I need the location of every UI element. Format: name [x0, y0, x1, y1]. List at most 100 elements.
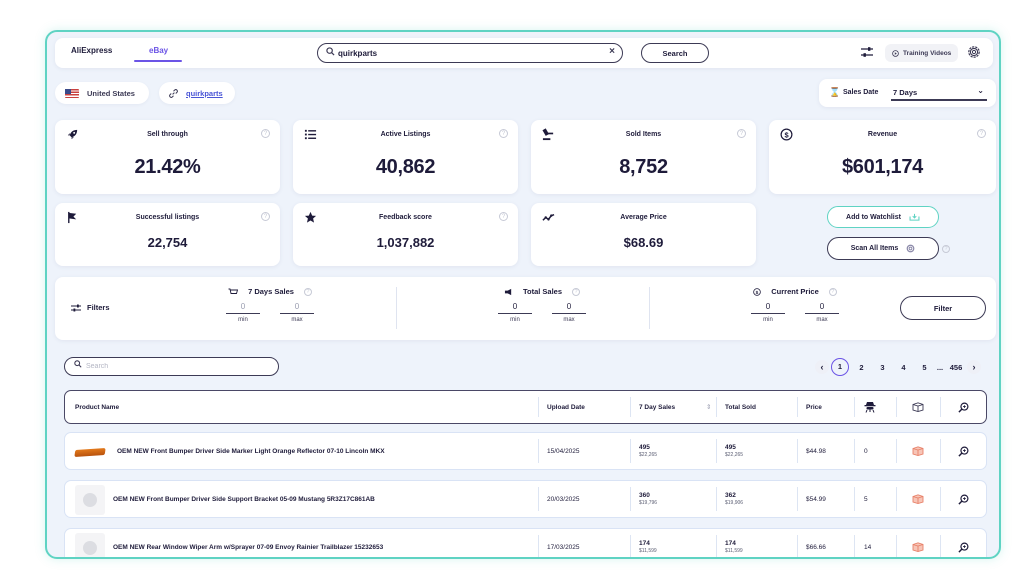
sales-date-select[interactable]: 7 Days ⌄	[891, 84, 987, 101]
table-row[interactable]: OEM NEW Front Bumper Driver Side Support…	[64, 480, 987, 518]
page-4[interactable]: 4	[901, 362, 906, 372]
divider	[538, 397, 539, 417]
country-label: United States	[87, 88, 135, 98]
box-icon[interactable]	[912, 391, 924, 423]
upload-date: 15/04/2025	[547, 447, 580, 455]
sales-revenue: $11,599	[639, 548, 657, 554]
max-value: 0	[280, 302, 314, 314]
filter-title: 7 Days Sales	[248, 287, 294, 296]
col-product-name[interactable]: Product Name	[75, 403, 120, 411]
min-input[interactable]: 0 min	[751, 302, 785, 323]
box-icon[interactable]	[912, 529, 924, 557]
tab-ebay[interactable]: eBay	[149, 46, 169, 55]
training-videos-button[interactable]: Training Videos	[885, 44, 959, 62]
help-icon[interactable]: ?	[942, 245, 950, 253]
total-sold: 174 $11,599	[725, 529, 743, 557]
divider	[630, 397, 631, 417]
zoom-icon[interactable]	[958, 481, 969, 517]
stat-value: 8,752	[619, 156, 668, 178]
hourglass-icon: ⌛	[829, 87, 841, 97]
col-price[interactable]: Price	[806, 403, 822, 411]
pagination-ellipsis: ...	[936, 362, 944, 372]
page-1[interactable]: 1	[831, 358, 849, 376]
search-button[interactable]: Search	[641, 43, 709, 63]
min-input[interactable]: 0 min	[226, 302, 260, 323]
help-icon[interactable]: ?	[977, 129, 986, 138]
divider	[896, 397, 897, 417]
table-row[interactable]: OEM NEW Front Bumper Driver Side Marker …	[64, 432, 987, 470]
help-icon[interactable]: ?	[572, 287, 581, 296]
flag-icon	[68, 211, 77, 224]
max-input[interactable]: 0 max	[805, 302, 839, 323]
gear-icon[interactable]	[967, 45, 981, 59]
stat-value: 21.42%	[134, 156, 201, 178]
help-icon[interactable]: ?	[499, 212, 508, 221]
stat-sold-items: Sold Items ? 8,752	[531, 120, 756, 194]
table-row[interactable]: OEM NEW Rear Window Wiper Arm w/Sprayer …	[64, 528, 987, 557]
divider	[940, 487, 941, 511]
scan-icon	[906, 244, 915, 253]
box-icon[interactable]	[912, 433, 924, 469]
sliders-icon[interactable]	[860, 46, 874, 58]
stat-value: 1,037,882	[376, 235, 435, 250]
total-count: 362	[725, 492, 736, 499]
min-label: min	[238, 317, 248, 323]
max-input[interactable]: 0 max	[552, 302, 586, 323]
min-input[interactable]: 0 min	[498, 302, 532, 323]
filter-7-days-sales: 7 Days Sales ? 0 min 0 max	[180, 287, 360, 323]
price: $54.99	[806, 495, 826, 503]
zoom-icon[interactable]	[958, 529, 969, 557]
stat-value: $601,174	[841, 156, 924, 178]
help-icon[interactable]: ?	[499, 129, 508, 138]
min-value: 0	[751, 302, 785, 314]
search-input[interactable]	[338, 46, 588, 60]
product-name[interactable]: OEM NEW Front Bumper Driver Side Support…	[113, 495, 375, 503]
divider	[940, 439, 941, 463]
sort-icon[interactable]: ⇕	[706, 404, 712, 411]
table-search-input[interactable]	[86, 361, 266, 372]
add-to-watchlist-button[interactable]: Add to Watchlist	[827, 206, 939, 228]
list-icon	[304, 129, 317, 140]
app-window: AliExpress eBay × Search Training Videos	[45, 30, 1001, 559]
seven-day-sales: 360 $19,796	[639, 481, 657, 517]
zoom-icon[interactable]	[958, 433, 969, 469]
price: $66.66	[806, 543, 826, 551]
col-7-day-sales[interactable]: 7 Day Sales	[639, 403, 676, 411]
scan-all-items-button[interactable]: Scan All Items	[827, 237, 939, 260]
spy-icon[interactable]	[864, 391, 876, 423]
help-icon[interactable]: ?	[828, 287, 837, 296]
competitor-count: 0	[864, 447, 868, 455]
divider	[854, 397, 855, 417]
filter-button[interactable]: Filter	[900, 296, 986, 320]
next-page-button[interactable]: ›	[967, 360, 981, 374]
filter-title: Current Price	[771, 287, 819, 296]
close-icon[interactable]: ×	[609, 46, 615, 57]
help-icon[interactable]: ?	[261, 129, 270, 138]
prev-page-button[interactable]: ‹	[815, 360, 829, 374]
total-revenue: $22,265	[725, 452, 744, 458]
help-icon[interactable]: ?	[737, 129, 746, 138]
col-upload-date[interactable]: Upload Date	[547, 403, 585, 411]
tab-aliexpress[interactable]: AliExpress	[71, 46, 113, 55]
page-3[interactable]: 3	[880, 362, 885, 372]
country-chip[interactable]: United States	[55, 82, 149, 104]
divider	[797, 397, 798, 417]
page-2[interactable]: 2	[859, 362, 864, 372]
max-value: 0	[805, 302, 839, 314]
store-link[interactable]: quirkparts	[186, 88, 223, 98]
table-search	[64, 357, 279, 376]
box-icon[interactable]	[912, 481, 924, 517]
product-name[interactable]: OEM NEW Front Bumper Driver Side Marker …	[117, 447, 385, 455]
help-icon[interactable]: ?	[261, 212, 270, 221]
upload-date: 20/03/2025	[547, 495, 580, 503]
product-name[interactable]: OEM NEW Rear Window Wiper Arm w/Sprayer …	[113, 543, 384, 551]
max-input[interactable]: 0 max	[280, 302, 314, 323]
col-total-sold[interactable]: Total Sold	[725, 403, 756, 411]
page-5[interactable]: 5	[922, 362, 927, 372]
zoom-icon[interactable]	[958, 391, 969, 423]
product-thumbnail	[75, 533, 105, 557]
help-icon[interactable]: ?	[303, 287, 312, 296]
page-last[interactable]: 456	[949, 362, 963, 372]
min-label: min	[763, 317, 773, 323]
divider	[716, 535, 717, 557]
